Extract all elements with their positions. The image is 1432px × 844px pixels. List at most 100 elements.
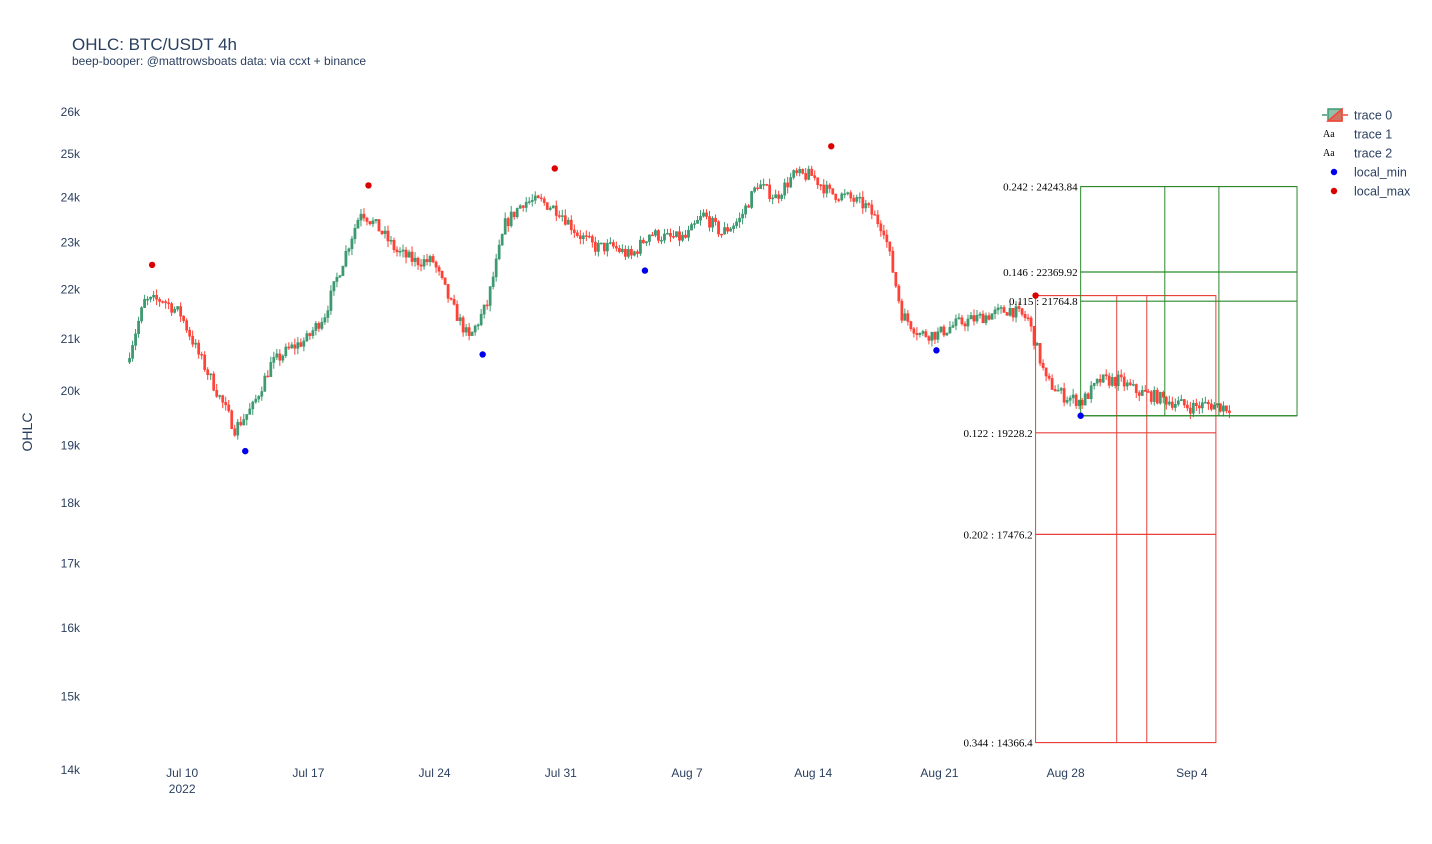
candle-body[interactable] (392, 239, 396, 251)
candle-body[interactable] (867, 203, 871, 206)
candle-body[interactable] (705, 212, 708, 217)
candle-body[interactable] (834, 193, 838, 200)
candle-body[interactable] (224, 402, 228, 406)
candle-body[interactable] (891, 250, 895, 273)
candle-body[interactable] (639, 239, 642, 254)
candle-body[interactable] (792, 170, 796, 178)
candle-body[interactable] (290, 344, 294, 349)
candle-body[interactable] (206, 369, 210, 375)
candle-body[interactable] (852, 197, 856, 202)
candle-body[interactable] (587, 235, 591, 238)
candle-body[interactable] (560, 215, 564, 217)
candle-body[interactable] (365, 217, 369, 222)
candle-body[interactable] (720, 233, 723, 236)
candle-body[interactable] (263, 375, 267, 392)
candle-body[interactable] (347, 248, 351, 252)
candle-body[interactable] (458, 317, 462, 321)
candle-body[interactable] (921, 331, 925, 334)
candle-body[interactable] (422, 259, 426, 267)
candle-body[interactable] (756, 187, 759, 190)
candle-body[interactable] (134, 333, 137, 346)
candle-body[interactable] (822, 184, 826, 194)
candle-body[interactable] (593, 241, 597, 252)
candle-body[interactable] (551, 205, 555, 209)
candle-body[interactable] (530, 200, 534, 202)
candle-body[interactable] (1095, 378, 1099, 384)
candle-body[interactable] (684, 234, 687, 238)
candle-body[interactable] (140, 307, 143, 322)
candle-body[interactable] (1116, 374, 1120, 387)
candle-body[interactable] (527, 201, 531, 203)
candle-body[interactable] (741, 213, 744, 219)
candle-body[interactable] (1062, 388, 1066, 403)
candle-body[interactable] (981, 313, 985, 324)
candle-body[interactable] (383, 230, 387, 234)
candle-body[interactable] (1038, 342, 1042, 364)
candle-body[interactable] (879, 223, 883, 232)
candle-body[interactable] (669, 232, 672, 237)
candle-body[interactable] (798, 168, 802, 174)
candle-body[interactable] (855, 196, 859, 202)
candle-body[interactable] (476, 324, 480, 327)
candle-body[interactable] (621, 248, 624, 252)
candle-body[interactable] (762, 184, 766, 186)
candle-body[interactable] (1185, 404, 1189, 409)
candle-body[interactable] (831, 188, 835, 195)
candle-body[interactable] (885, 234, 889, 243)
candle-body[interactable] (939, 326, 943, 333)
candle-body[interactable] (359, 213, 363, 221)
candle-body[interactable] (801, 168, 805, 174)
candle-body[interactable] (1167, 401, 1171, 405)
candle-body[interactable] (750, 191, 753, 208)
candle-body[interactable] (578, 235, 582, 240)
candle-body[interactable] (497, 244, 501, 260)
candle-body[interactable] (648, 234, 651, 242)
candle-body[interactable] (804, 173, 808, 180)
legend-item-local-min[interactable]: local_min (1330, 166, 1407, 180)
candle-body[interactable] (693, 223, 696, 225)
candle-body[interactable] (191, 336, 195, 345)
legend-item-trace-1[interactable]: Aa trace 1 (1323, 128, 1392, 142)
candle-body[interactable] (350, 238, 354, 249)
candle-body[interactable] (470, 331, 474, 336)
candlestick-series[interactable] (128, 165, 1231, 440)
candle-body[interactable] (738, 217, 741, 223)
candle-body[interactable] (272, 357, 276, 363)
candle-body[interactable] (774, 194, 778, 199)
candle-body[interactable] (434, 261, 438, 268)
candle-body[interactable] (329, 290, 333, 311)
candle-body[interactable] (374, 219, 378, 222)
candle-body[interactable] (618, 247, 621, 252)
candle-body[interactable] (987, 315, 991, 320)
candle-body[interactable] (1035, 342, 1039, 346)
candle-body[interactable] (948, 327, 952, 334)
candle-body[interactable] (1056, 389, 1060, 392)
candle-body[interactable] (218, 395, 222, 397)
candle-body[interactable] (789, 177, 793, 188)
candle-body[interactable] (897, 285, 901, 302)
candle-body[interactable] (1128, 382, 1132, 386)
candle-body[interactable] (627, 249, 630, 257)
candle-body[interactable] (491, 276, 495, 287)
candle-body[interactable] (882, 230, 886, 236)
candle-body[interactable] (332, 281, 336, 292)
candle-body[interactable] (657, 230, 660, 241)
candle-body[interactable] (161, 301, 164, 303)
candle-body[interactable] (642, 239, 645, 244)
candle-body[interactable] (227, 404, 231, 412)
candle-body[interactable] (1098, 378, 1102, 383)
candle-body[interactable] (678, 231, 681, 241)
candle-body[interactable] (1026, 317, 1030, 320)
local-max-marker[interactable] (365, 182, 372, 189)
candle-body[interactable] (753, 187, 756, 192)
candle-body[interactable] (455, 304, 459, 321)
candle-body[interactable] (239, 421, 243, 426)
candle-body[interactable] (446, 284, 450, 299)
candle-body[interactable] (542, 198, 546, 203)
candle-body[interactable] (461, 317, 465, 333)
candle-body[interactable] (605, 242, 609, 252)
candle-body[interactable] (747, 205, 750, 208)
candle-body[interactable] (314, 323, 318, 331)
candle-body[interactable] (590, 236, 594, 243)
candle-body[interactable] (858, 196, 862, 199)
